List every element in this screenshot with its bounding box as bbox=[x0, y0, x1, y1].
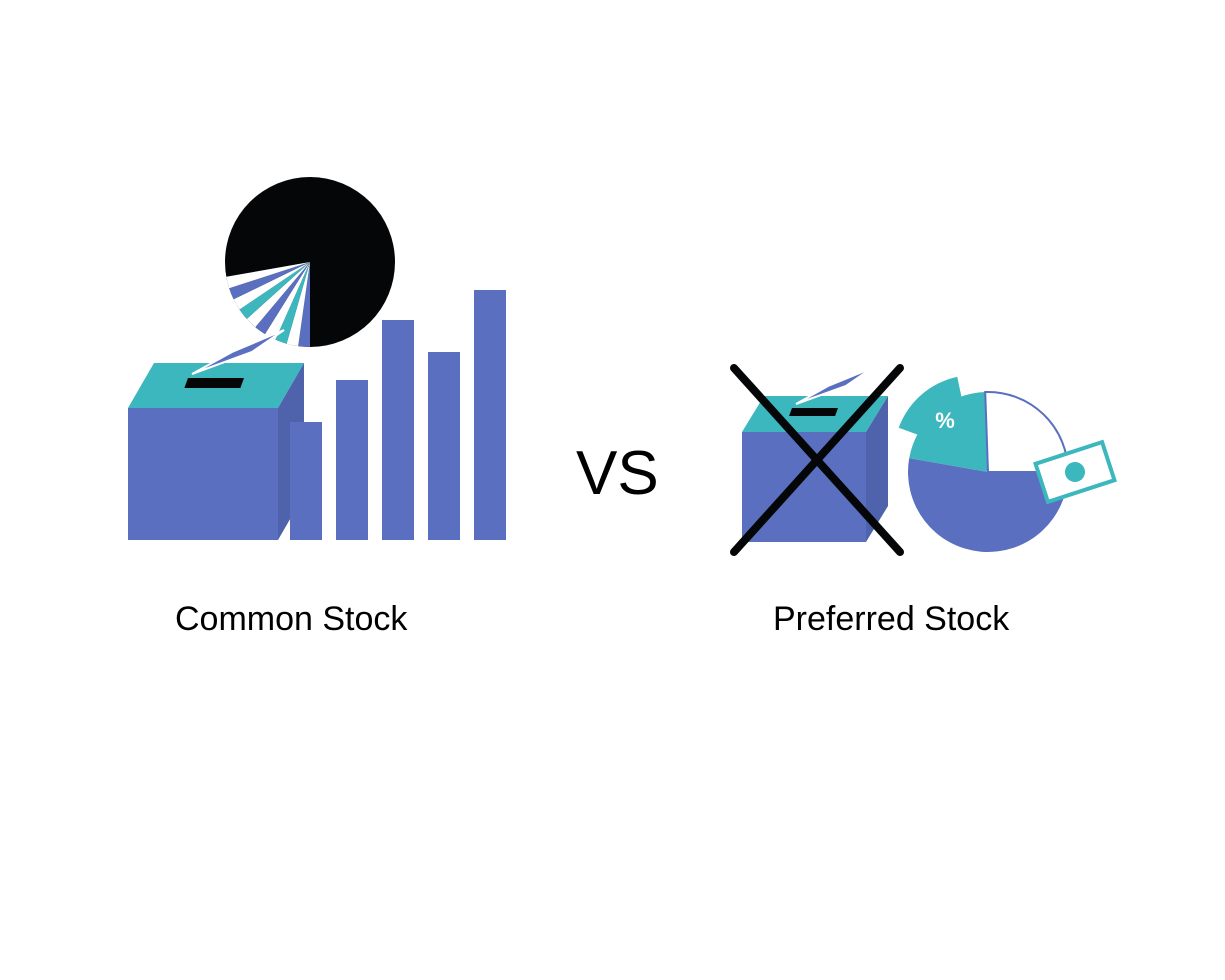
preferred-stock-label: Preferred Stock bbox=[773, 600, 1009, 639]
svg-text:%: % bbox=[935, 408, 955, 433]
preferred-stock-graphic: % bbox=[0, 0, 1225, 980]
common-stock-label: Common Stock bbox=[175, 600, 407, 639]
dividend-pie-icon: % bbox=[899, 377, 1115, 552]
ballot-box-crossed-icon bbox=[734, 368, 900, 552]
infographic-canvas: VS % Common Stock Preferred Stock bbox=[0, 0, 1225, 980]
